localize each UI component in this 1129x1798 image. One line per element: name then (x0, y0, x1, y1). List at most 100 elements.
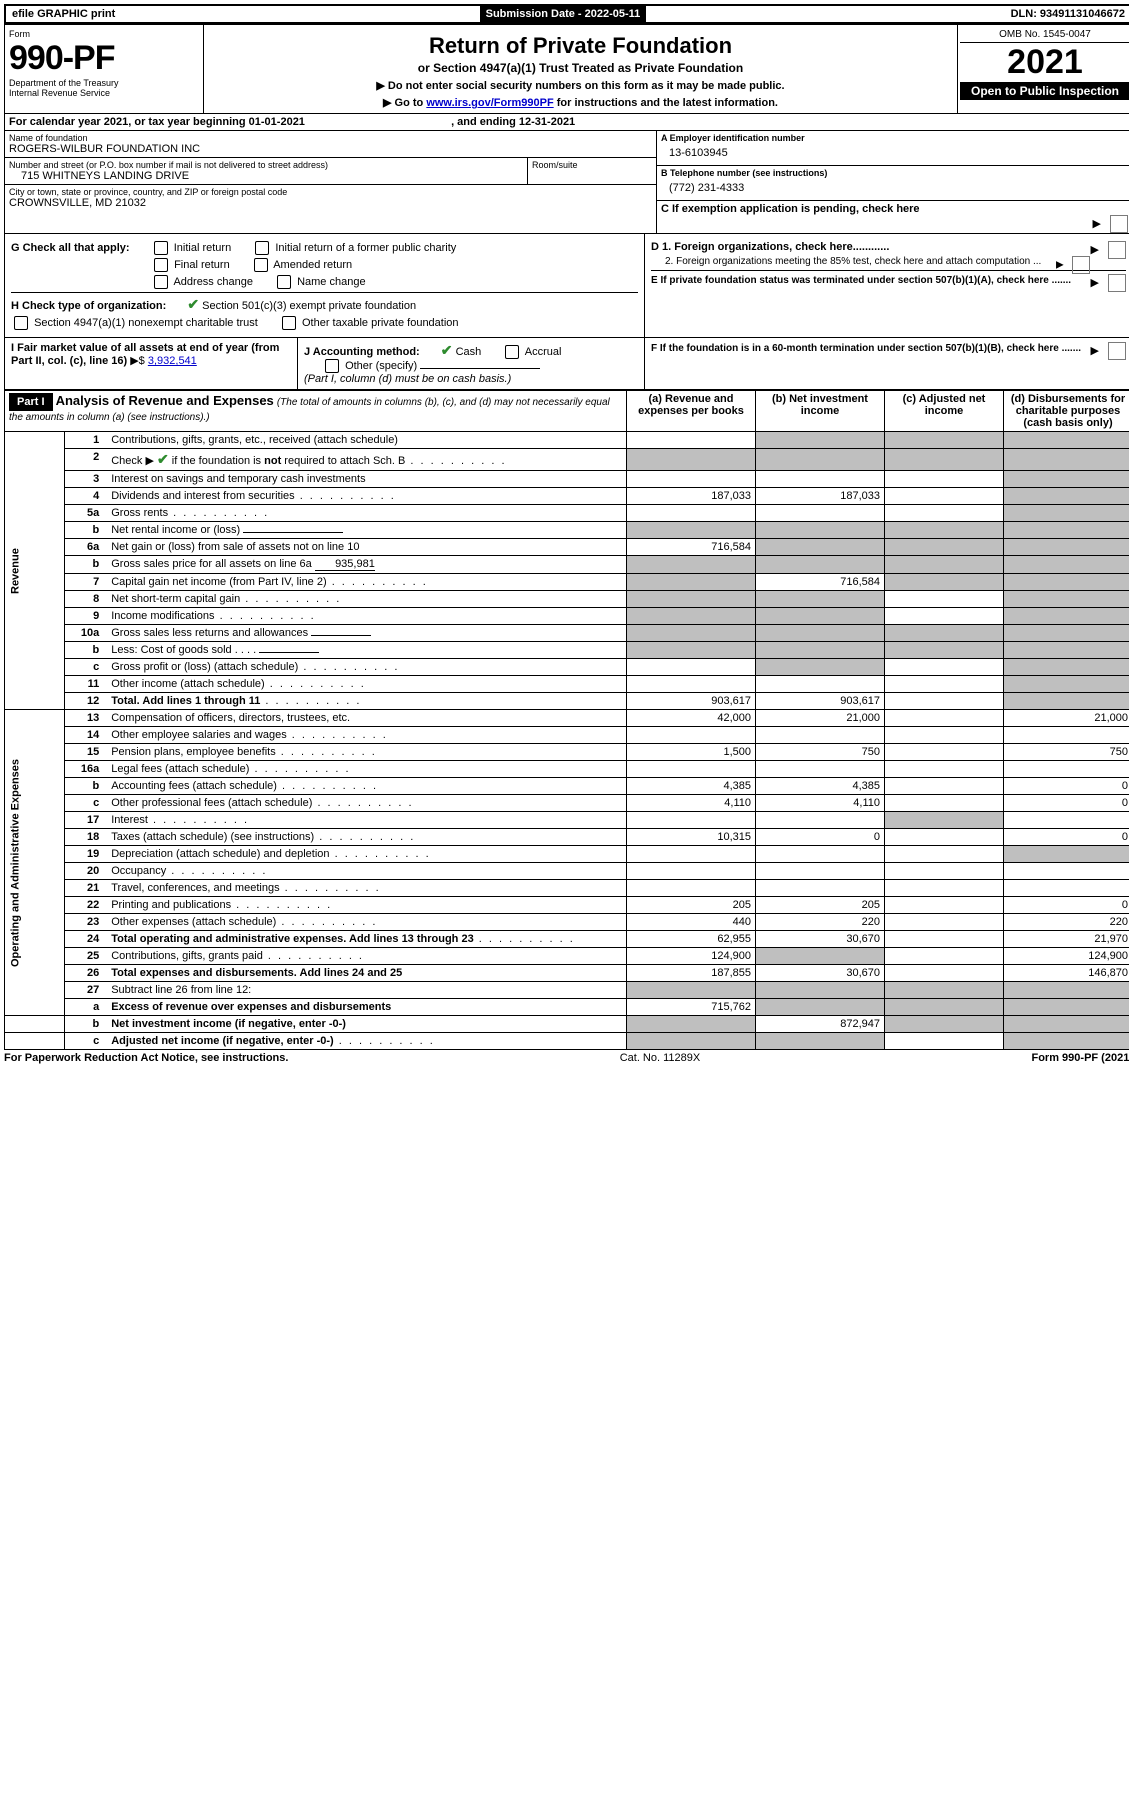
desc-13: Compensation of officers, directors, tru… (107, 710, 626, 727)
desc-6a: Net gain or (loss) from sale of assets n… (107, 539, 626, 556)
c-label: C If exemption application is pending, c… (661, 203, 920, 215)
desc-6b: Gross sales price for all assets on line… (107, 556, 626, 574)
j-accrual-checkbox[interactable] (505, 345, 519, 359)
desc-7: Capital gain net income (from Part IV, l… (107, 574, 626, 591)
h-4947-checkbox[interactable] (14, 316, 28, 330)
l23-d: 220 (1004, 914, 1129, 931)
lineno-8: 8 (65, 591, 108, 608)
lineno-13: 13 (65, 710, 108, 727)
g-h-block: G Check all that apply: Initial return I… (4, 234, 1129, 338)
desc-26: Total expenses and disbursements. Add li… (107, 965, 626, 982)
header-right: OMB No. 1545-0047 2021 Open to Public In… (957, 25, 1129, 113)
line-12: 12 Total. Add lines 1 through 11 903,617… (5, 693, 1129, 710)
l15-b: 750 (756, 744, 885, 761)
c-checkbox[interactable] (1110, 215, 1128, 233)
l12-b: 903,617 (756, 693, 885, 710)
form-number: 990-PF (9, 39, 199, 78)
g-address-checkbox[interactable] (154, 275, 168, 289)
h-501c3-check-icon: ✔ (187, 296, 199, 312)
lineno-27c: c (65, 1033, 108, 1050)
fmv-link[interactable]: 3,932,541 (148, 355, 197, 367)
lineno-22: 22 (65, 897, 108, 914)
addr-row: Number and street (or P.O. box number if… (5, 158, 656, 185)
d1-checkbox[interactable] (1108, 241, 1126, 259)
line-27c: c Adjusted net income (if negative, ente… (5, 1033, 1129, 1050)
irs: Internal Revenue Service (9, 88, 199, 98)
g-row: G Check all that apply: Initial return I… (11, 241, 638, 255)
l13-a: 42,000 (627, 710, 756, 727)
calendar-text: For calendar year 2021, or tax year begi… (5, 114, 1129, 130)
line-24: 24 Total operating and administrative ex… (5, 931, 1129, 948)
lineno-10b: b (65, 642, 108, 659)
j-cash-check-icon: ✔ (441, 342, 453, 358)
entity-right: A Employer identification number 13-6103… (656, 131, 1129, 233)
entity-block: Name of foundation ROGERS-WILBUR FOUNDAT… (4, 131, 1129, 234)
desc-16b: Accounting fees (attach schedule) (107, 778, 626, 795)
l6a-a: 716,584 (627, 539, 756, 556)
desc-17: Interest (107, 812, 626, 829)
l26-b: 30,670 (756, 965, 885, 982)
cal-end: 12-31-2021 (519, 116, 575, 128)
col-d-hdr: (d) Disbursements for charitable purpose… (1004, 391, 1129, 432)
expenses-sidebar: Operating and Administrative Expenses (5, 710, 65, 1016)
j-other-checkbox[interactable] (325, 359, 339, 373)
g-amended-checkbox[interactable] (254, 258, 268, 272)
lineno-26: 26 (65, 965, 108, 982)
l4-b: 187,033 (756, 488, 885, 505)
line-10c: c Gross profit or (loss) (attach schedul… (5, 659, 1129, 676)
line-1: Revenue 1 Contributions, gifts, grants, … (5, 432, 1129, 449)
line-22: 22 Printing and publications 205 205 0 (5, 897, 1129, 914)
desc-25: Contributions, gifts, grants paid (107, 948, 626, 965)
g-initial: Initial return (174, 242, 231, 254)
desc-23: Other expenses (attach schedule) (107, 914, 626, 931)
l16c-b: 4,110 (756, 795, 885, 812)
lineno-15: 15 (65, 744, 108, 761)
desc-27b: Net investment income (if negative, ente… (107, 1016, 626, 1033)
line-27b: b Net investment income (if negative, en… (5, 1016, 1129, 1033)
l23-a: 440 (627, 914, 756, 931)
phone-label: B Telephone number (see instructions) (661, 168, 1128, 178)
cal-mid: , and ending (451, 116, 519, 128)
lineno-16c: c (65, 795, 108, 812)
form-header: Form 990-PF Department of the Treasury I… (4, 24, 1129, 114)
g-name: Name change (297, 276, 366, 288)
l16c-a: 4,110 (627, 795, 756, 812)
col-a-hdr: (a) Revenue and expenses per books (627, 391, 756, 432)
l26-d: 146,870 (1004, 965, 1129, 982)
j-other: Other (specify) (345, 360, 417, 372)
line-6b: b Gross sales price for all assets on li… (5, 556, 1129, 574)
desc-27c: Adjusted net income (if negative, enter … (107, 1033, 626, 1050)
desc-27: Subtract line 26 from line 12: (107, 982, 626, 999)
f-checkbox[interactable] (1108, 342, 1126, 360)
l18-b: 0 (756, 829, 885, 846)
desc-18: Taxes (attach schedule) (see instruction… (107, 829, 626, 846)
desc-5b: Net rental income or (loss) (107, 522, 626, 539)
l16b-a: 4,385 (627, 778, 756, 795)
form-link[interactable]: www.irs.gov/Form990PF (426, 97, 553, 109)
h-other-checkbox[interactable] (282, 316, 296, 330)
e-checkbox[interactable] (1108, 274, 1126, 292)
d2-checkbox[interactable] (1072, 256, 1090, 274)
efile-label: efile GRAPHIC print (6, 6, 121, 22)
lineno-16a: 16a (65, 761, 108, 778)
top-bar: efile GRAPHIC print Submission Date - 20… (4, 4, 1129, 24)
part1-title: Analysis of Revenue and Expenses (56, 393, 274, 408)
h-row2: Section 4947(a)(1) nonexempt charitable … (11, 316, 638, 330)
g-final-checkbox[interactable] (154, 258, 168, 272)
schb-check-icon: ✔ (157, 451, 169, 467)
desc-10a: Gross sales less returns and allowances (107, 625, 626, 642)
line-11: 11 Other income (attach schedule) (5, 676, 1129, 693)
g-initial-former-checkbox[interactable] (255, 241, 269, 255)
tax-year: 2021 (960, 43, 1129, 82)
lineno-27a: a (65, 999, 108, 1016)
lineno-6b: b (65, 556, 108, 574)
g-name-checkbox[interactable] (277, 275, 291, 289)
l24-a: 62,955 (627, 931, 756, 948)
header-mid: Return of Private Foundation or Section … (204, 25, 957, 113)
lineno-1: 1 (65, 432, 108, 449)
line-4: 4 Dividends and interest from securities… (5, 488, 1129, 505)
g-initial-checkbox[interactable] (154, 241, 168, 255)
lineno-21: 21 (65, 880, 108, 897)
line-10b: b Less: Cost of goods sold . . . . (5, 642, 1129, 659)
d-e-block: D 1. Foreign organizations, check here..… (644, 234, 1129, 337)
